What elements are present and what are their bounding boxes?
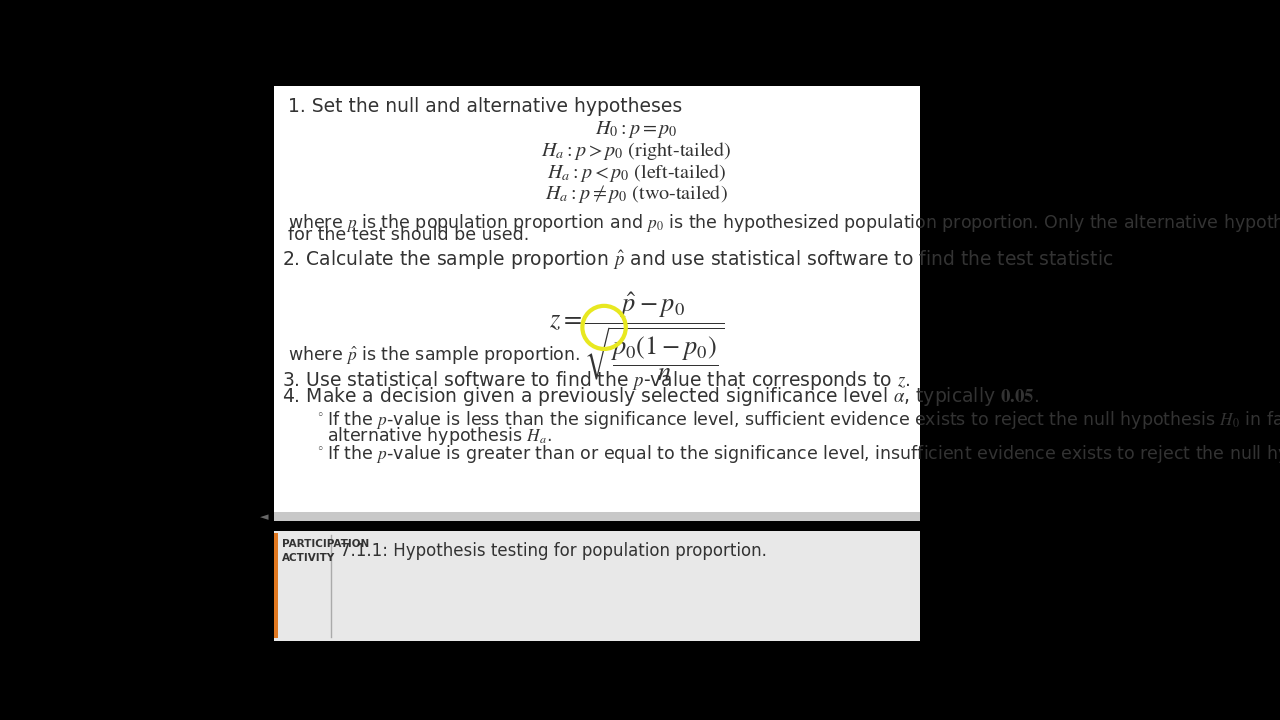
Text: ◦: ◦ xyxy=(316,409,324,422)
Bar xyxy=(274,531,919,641)
Text: for the test should be used.: for the test should be used. xyxy=(288,226,529,244)
Text: 7.1.1: Hypothesis testing for population proportion.: 7.1.1: Hypothesis testing for population… xyxy=(339,541,767,559)
Bar xyxy=(274,533,278,639)
Text: ◦: ◦ xyxy=(316,443,324,456)
Text: where $\hat{p}$ is the sample proportion.: where $\hat{p}$ is the sample proportion… xyxy=(288,344,580,366)
Text: ACTIVITY: ACTIVITY xyxy=(282,553,335,562)
Text: 3. Use statistical software to find the $p$-value that corresponds to $z$.: 3. Use statistical software to find the … xyxy=(282,369,910,392)
Bar xyxy=(274,512,919,521)
Text: $H_a : p < p_0\ \mathrm{(left\text{-}tailed)}$: $H_a : p < p_0\ \mathrm{(left\text{-}tai… xyxy=(547,162,726,184)
Text: If the $p$-value is less than the significance level, sufficient evidence exists: If the $p$-value is less than the signif… xyxy=(326,409,1280,431)
Text: $H_a : p > p_0\ \mathrm{(right\text{-}tailed)}$: $H_a : p > p_0\ \mathrm{(right\text{-}ta… xyxy=(541,140,732,162)
Text: ◄: ◄ xyxy=(260,512,269,522)
Bar xyxy=(274,86,919,512)
Text: 1. Set the null and alternative hypotheses: 1. Set the null and alternative hypothes… xyxy=(288,97,682,116)
Text: $H_a : p \neq p_0\ \mathrm{(two\text{-}tailed)}$: $H_a : p \neq p_0\ \mathrm{(two\text{-}t… xyxy=(545,184,728,205)
Text: 2. Calculate the sample proportion $\hat{p}$ and use statistical software to fin: 2. Calculate the sample proportion $\hat… xyxy=(282,248,1114,271)
Text: where $\mathit{p}$ is the population proportion and $\mathit{p}_0$ is the hypoth: where $\mathit{p}$ is the population pro… xyxy=(288,212,1280,234)
Text: $H_0 : p = p_0$: $H_0 : p = p_0$ xyxy=(595,119,678,140)
Text: 4. Make a decision given a previously selected significance level $\alpha$, typi: 4. Make a decision given a previously se… xyxy=(282,385,1039,408)
Text: PARTICIPATION: PARTICIPATION xyxy=(282,539,369,549)
Text: alternative hypothesis $H_a$.: alternative hypothesis $H_a$. xyxy=(326,426,552,447)
Text: If the $p$-value is greater than or equal to the significance level, insufficien: If the $p$-value is greater than or equa… xyxy=(326,443,1280,465)
Text: $z = \dfrac{\hat{p} - p_0}{\sqrt{\dfrac{p_0(1-p_0)}{n}}}$: $z = \dfrac{\hat{p} - p_0}{\sqrt{\dfrac{… xyxy=(549,290,724,384)
